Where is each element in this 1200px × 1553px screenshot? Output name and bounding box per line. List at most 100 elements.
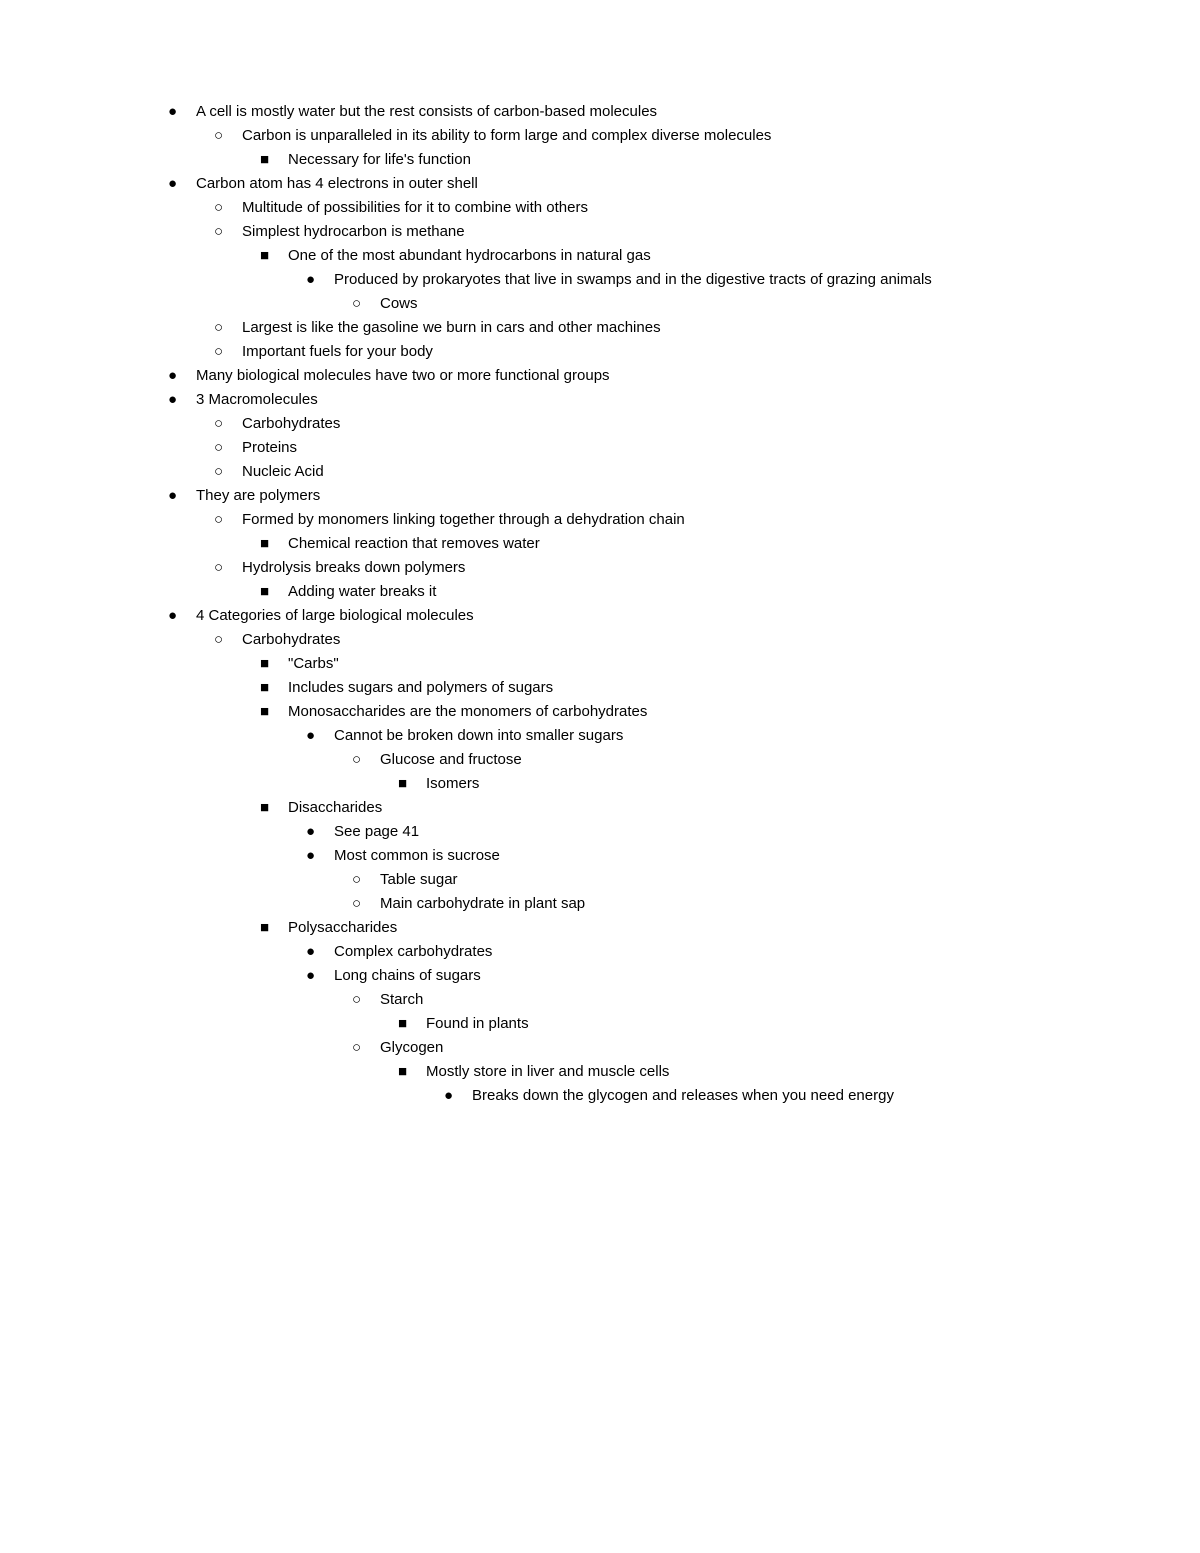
outline-text: Carbohydrates [242,628,1060,652]
bullet-icon: ○ [352,292,380,316]
outline-text: 3 Macromolecules [196,388,1060,412]
bullet-icon: ● [168,100,196,124]
outline-text: They are polymers [196,484,1060,508]
outline-text: Complex carbohydrates [334,940,1060,964]
outline-item: ■Isomers [140,772,1060,796]
bullet-icon: ○ [214,220,242,244]
outline-item: ○Proteins [140,436,1060,460]
outline-item: ■Mostly store in liver and muscle cells [140,1060,1060,1084]
outline-item: ■Polysaccharides [140,916,1060,940]
bullet-icon: ● [306,268,334,292]
bullet-icon: ○ [352,1036,380,1060]
bullet-icon: ● [306,964,334,988]
outline-item: ○Starch [140,988,1060,1012]
outline-text: Table sugar [380,868,1060,892]
bullet-icon: ● [306,820,334,844]
bullet-icon: ■ [398,772,426,796]
outline-text: Cannot be broken down into smaller sugar… [334,724,1060,748]
bullet-icon: ■ [260,532,288,556]
outline-item: ○Simplest hydrocarbon is methane [140,220,1060,244]
bullet-icon: ■ [260,148,288,172]
outline-text: Important fuels for your body [242,340,1060,364]
outline-text: Largest is like the gasoline we burn in … [242,316,1060,340]
outline-text: Breaks down the glycogen and releases wh… [472,1084,1060,1108]
outline-text: See page 41 [334,820,1060,844]
bullet-icon: ○ [214,412,242,436]
outline-text: Chemical reaction that removes water [288,532,1060,556]
outline-item: ●3 Macromolecules [140,388,1060,412]
outline-item: ○Cows [140,292,1060,316]
outline-text: Starch [380,988,1060,1012]
bullet-icon: ○ [214,556,242,580]
outline-item: ●Long chains of sugars [140,964,1060,988]
outline-text: Found in plants [426,1012,1060,1036]
outline-item: ○Nucleic Acid [140,460,1060,484]
outline-text: Cows [380,292,1060,316]
outline-text: Monosaccharides are the monomers of carb… [288,700,1060,724]
outline-item: ○Carbohydrates [140,628,1060,652]
outline-text: Most common is sucrose [334,844,1060,868]
outline-item: ●4 Categories of large biological molecu… [140,604,1060,628]
bullet-icon: ● [168,364,196,388]
bullet-icon: ■ [260,652,288,676]
outline-text: Carbon atom has 4 electrons in outer she… [196,172,1060,196]
outline-item: ■Monosaccharides are the monomers of car… [140,700,1060,724]
outline-text: Main carbohydrate in plant sap [380,892,1060,916]
outline-text: "Carbs" [288,652,1060,676]
outline-item: ○Hydrolysis breaks down polymers [140,556,1060,580]
bullet-icon: ○ [214,196,242,220]
outline-item: ○Carbohydrates [140,412,1060,436]
bullet-icon: ● [444,1084,472,1108]
bullet-icon: ■ [260,916,288,940]
outline-item: ○Largest is like the gasoline we burn in… [140,316,1060,340]
bullet-icon: ● [168,388,196,412]
outline-item: ○Carbon is unparalleled in its ability t… [140,124,1060,148]
outline-text: Adding water breaks it [288,580,1060,604]
outline-text: Nucleic Acid [242,460,1060,484]
outline-item: ○Glycogen [140,1036,1060,1060]
document-outline: ●A cell is mostly water but the rest con… [140,100,1060,1108]
bullet-icon: ■ [398,1012,426,1036]
bullet-icon: ■ [260,244,288,268]
outline-text: Long chains of sugars [334,964,1060,988]
outline-text: Hydrolysis breaks down polymers [242,556,1060,580]
bullet-icon: ○ [214,436,242,460]
outline-item: ■Found in plants [140,1012,1060,1036]
bullet-icon: ● [168,604,196,628]
bullet-icon: ○ [352,868,380,892]
bullet-icon: ○ [214,508,242,532]
bullet-icon: ● [306,844,334,868]
outline-item: ■One of the most abundant hydrocarbons i… [140,244,1060,268]
outline-item: ○Glucose and fructose [140,748,1060,772]
outline-item: ●See page 41 [140,820,1060,844]
bullet-icon: ○ [214,316,242,340]
outline-text: Multitude of possibilities for it to com… [242,196,1060,220]
outline-text: Produced by prokaryotes that live in swa… [334,268,1060,292]
outline-item: ○Table sugar [140,868,1060,892]
outline-item: ●Carbon atom has 4 electrons in outer sh… [140,172,1060,196]
bullet-icon: ○ [214,628,242,652]
outline-text: One of the most abundant hydrocarbons in… [288,244,1060,268]
bullet-icon: ○ [352,748,380,772]
outline-text: Many biological molecules have two or mo… [196,364,1060,388]
bullet-icon: ■ [260,796,288,820]
outline-text: A cell is mostly water but the rest cons… [196,100,1060,124]
bullet-icon: ○ [214,460,242,484]
outline-item: ■Disaccharides [140,796,1060,820]
bullet-icon: ○ [214,340,242,364]
bullet-icon: ■ [260,700,288,724]
outline-item: ●They are polymers [140,484,1060,508]
outline-text: Necessary for life's function [288,148,1060,172]
bullet-icon: ● [168,172,196,196]
outline-item: ●Produced by prokaryotes that live in sw… [140,268,1060,292]
outline-item: ●Complex carbohydrates [140,940,1060,964]
outline-text: Proteins [242,436,1060,460]
outline-item: ○Important fuels for your body [140,340,1060,364]
outline-text: Disaccharides [288,796,1060,820]
outline-item: ■Chemical reaction that removes water [140,532,1060,556]
bullet-icon: ■ [398,1060,426,1084]
bullet-icon: ■ [260,580,288,604]
outline-text: Simplest hydrocarbon is methane [242,220,1060,244]
outline-text: Carbon is unparalleled in its ability to… [242,124,1060,148]
outline-item: ●Breaks down the glycogen and releases w… [140,1084,1060,1108]
